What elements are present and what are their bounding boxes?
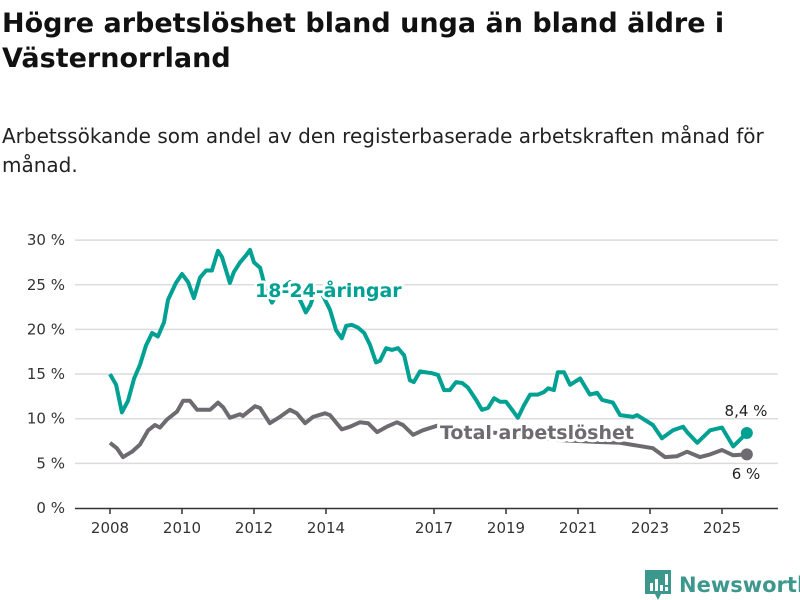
x-axis: 2008 2010 2012 2014 2017 2019 2021 2023 2025	[75, 507, 778, 537]
x-tick-label: 2019	[487, 519, 525, 537]
x-tick-label: 2012	[235, 519, 273, 537]
series-label-youth: 18-24-åringar	[255, 278, 402, 302]
x-tick-label: 2014	[307, 519, 345, 537]
series-line	[108, 398, 747, 460]
series-line	[108, 247, 749, 449]
end-label-total: 6 %	[732, 465, 761, 483]
y-tick-label: 5 %	[36, 454, 65, 472]
y-tick-label: 10 %	[27, 410, 65, 428]
y-axis-ticks: 0 % 5 % 10 % 15 % 20 % 25 % 30 %	[27, 231, 65, 517]
newsworthy-logo-icon	[645, 570, 671, 600]
y-tick-label: 20 %	[27, 320, 65, 338]
series-label-total: Total arbetslöshet	[440, 422, 634, 444]
y-tick-label: 30 %	[27, 231, 65, 249]
end-label-youth: 8,4 %	[725, 402, 768, 420]
x-tick-label: 2023	[631, 519, 669, 537]
chart-subtitle: Arbetssökande som andel av den registerb…	[2, 124, 764, 177]
y-tick-label: 15 %	[27, 365, 65, 383]
brand-name: Newsworthy	[679, 573, 800, 597]
x-tick-label: 2017	[415, 519, 453, 537]
series-lines	[108, 247, 753, 461]
x-tick-label: 2025	[703, 519, 741, 537]
x-tick-label: 2008	[91, 519, 129, 537]
x-tick-label: 2010	[163, 519, 201, 537]
newsworthy-logo: Newsworthy	[645, 570, 800, 600]
series-end-point	[740, 426, 753, 439]
y-tick-label: 0 %	[36, 499, 65, 517]
gridlines	[75, 239, 778, 465]
chart-title: Högre arbetslöshet bland unga än bland ä…	[2, 8, 725, 74]
x-tick-label: 2021	[559, 519, 597, 537]
series-end-point	[740, 448, 753, 461]
y-tick-label: 25 %	[27, 276, 65, 294]
